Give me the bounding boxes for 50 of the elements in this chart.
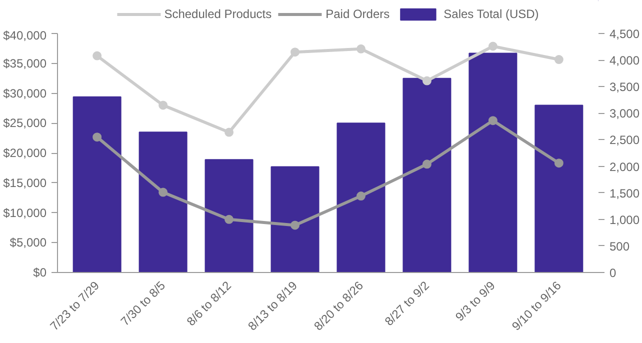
point bbox=[488, 116, 498, 126]
y2-tick-label: 1,000 bbox=[610, 212, 640, 227]
bar bbox=[72, 96, 122, 272]
point bbox=[224, 214, 234, 224]
point bbox=[488, 42, 498, 51]
bar bbox=[204, 159, 254, 272]
y-tick-label: $10,000 bbox=[3, 206, 47, 220]
y-tick-label: $30,000 bbox=[3, 86, 47, 100]
y-tick-label: $0 bbox=[33, 266, 47, 280]
y2-tick-label: 2,000 bbox=[610, 160, 640, 174]
legend-label: Scheduled Products bbox=[164, 7, 272, 21]
bar bbox=[336, 122, 386, 272]
point bbox=[290, 220, 300, 230]
point bbox=[554, 158, 564, 168]
bar bbox=[270, 166, 320, 272]
bar bbox=[138, 132, 188, 272]
bar bbox=[534, 104, 584, 272]
y-tick-label: $40,000 bbox=[3, 28, 47, 42]
y2-tick-label: 4,500 bbox=[610, 27, 640, 41]
point bbox=[92, 132, 102, 142]
y2-tick-label: 1,500 bbox=[610, 186, 640, 200]
x-tick-label: 7/23 to 7/29 bbox=[47, 278, 102, 334]
point bbox=[158, 188, 168, 197]
y2-tick-label: 0 bbox=[610, 266, 616, 280]
y-tick-label: $15,000 bbox=[3, 176, 47, 190]
point bbox=[554, 55, 564, 64]
point bbox=[356, 44, 366, 54]
point bbox=[356, 192, 366, 201]
y2-tick-label: 4,000 bbox=[610, 54, 640, 68]
legend-label: Paid Orders bbox=[326, 7, 390, 21]
point bbox=[224, 128, 234, 137]
legend-label: Sales Total (USD) bbox=[444, 7, 539, 21]
point bbox=[422, 160, 432, 169]
y-tick-label: $20,000 bbox=[3, 146, 47, 160]
x-tick-label: 8/13 to 8/19 bbox=[245, 278, 300, 334]
y-tick-label: $35,000 bbox=[3, 56, 47, 70]
y2-tick-label: 2,500 bbox=[610, 133, 640, 148]
bar bbox=[468, 52, 518, 272]
x-tick-label: 7/30 to 8/5 bbox=[118, 278, 168, 329]
point bbox=[158, 100, 168, 110]
point bbox=[92, 51, 102, 60]
y2-tick-label: 3,000 bbox=[610, 106, 640, 121]
y2-tick-label: 3,500 bbox=[610, 80, 640, 94]
y2-tick-label: 500 bbox=[610, 239, 630, 254]
point bbox=[422, 76, 432, 86]
bar bbox=[402, 78, 452, 272]
y-tick-label: $25,000 bbox=[3, 116, 47, 130]
y-tick-label: $5,000 bbox=[10, 236, 47, 250]
x-tick-label: 9/3 to 9/9 bbox=[452, 278, 498, 324]
point bbox=[290, 48, 300, 57]
